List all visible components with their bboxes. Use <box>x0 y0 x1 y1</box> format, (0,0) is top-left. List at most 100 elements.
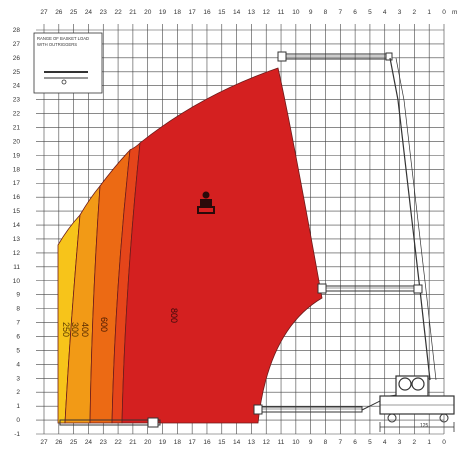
x-axis-label-top: 14 <box>233 9 241 16</box>
x-axis-label-bottom: 17 <box>189 439 197 446</box>
y-axis-label: 24 <box>13 83 21 90</box>
person-in-basket-icon <box>197 191 215 214</box>
y-axis-labels: 2827262524232221201918171615141312111098… <box>13 27 21 438</box>
y-axis-label: 10 <box>13 278 21 285</box>
x-axis-label-top: 26 <box>55 9 63 16</box>
load-zones <box>57 67 323 424</box>
legend-line-1: RANGE OF BASKET LOAD <box>37 36 89 41</box>
y-axis-label: 7 <box>16 320 20 327</box>
zone-labels: 250 300 400 600 800 <box>61 308 179 337</box>
x-axis-unit: m <box>452 9 457 16</box>
x-axis-label-top: 5 <box>368 9 372 16</box>
x-axis-label-bottom: 9 <box>309 439 313 446</box>
y-axis-label: 21 <box>13 125 21 132</box>
x-axis-label-top: 9 <box>309 9 313 16</box>
x-axis-label-bottom: 11 <box>278 439 285 446</box>
dimension-label: 125 <box>420 423 429 429</box>
x-axis-label-bottom: 5 <box>368 439 372 446</box>
boom-ground <box>59 417 161 428</box>
y-axis-label: 5 <box>16 347 20 354</box>
y-axis-label: 25 <box>13 69 21 76</box>
x-axis-label-top: 2 <box>413 9 417 16</box>
y-axis-label: 9 <box>16 292 20 299</box>
y-axis-label: 3 <box>16 375 20 382</box>
x-axis-label-top: 24 <box>85 9 93 16</box>
x-axis-label-top: 21 <box>129 9 137 16</box>
legend: RANGE OF BASKET LOAD WITH OUTRIGGERS <box>33 32 103 94</box>
x-axis-label-top: 10 <box>292 9 300 16</box>
x-axis-label-bottom: 13 <box>248 439 256 446</box>
x-axis-label-top: 27 <box>40 9 48 16</box>
x-axis-label-top: 25 <box>70 9 78 16</box>
x-axis-label-top: 17 <box>189 9 197 16</box>
x-axis-label-bottom: 20 <box>144 439 152 446</box>
x-axis-label-bottom: 22 <box>114 439 122 446</box>
vehicle-base <box>379 375 455 432</box>
x-axis-label-top: 15 <box>218 9 226 16</box>
x-axis-label-top: 6 <box>353 9 357 16</box>
boom-top <box>277 51 437 381</box>
x-axis-label-top: 23 <box>100 9 108 16</box>
x-axis-label-top: 19 <box>159 9 167 16</box>
y-axis-label: 16 <box>13 194 21 201</box>
x-axis-label-bottom: 0 <box>442 439 446 446</box>
x-axis-labels-top: 27 26 25 24 23 22 21 20 19 18 17 16 15 14 13 12 11 10 9 8 7 6… <box>40 9 457 16</box>
y-axis-label: 11 <box>13 264 20 271</box>
x-axis-label-bottom: 18 <box>174 439 182 446</box>
y-axis-label: 6 <box>16 333 20 340</box>
zone-label-600: 600 <box>99 317 109 332</box>
x-axis-label-bottom: 15 <box>218 439 226 446</box>
x-axis-label-bottom: 27 <box>40 439 48 446</box>
y-axis-label: 12 <box>13 250 21 257</box>
x-axis-label-bottom: 8 <box>324 439 328 446</box>
x-axis-label-bottom: 25 <box>70 439 78 446</box>
x-axis-label-bottom: 26 <box>55 439 63 446</box>
y-axis-label: 1 <box>16 403 20 410</box>
x-axis-label-top: 4 <box>383 9 387 16</box>
x-axis-labels-bottom: 27 26 25 24 23 22 21 20 19 18 17 16 15 14 13 12 11 10 9 8 7 6… <box>40 439 446 446</box>
boom-positions <box>59 51 455 432</box>
legend-line-2: WITH OUTRIGGERS <box>37 42 77 47</box>
x-axis-label-bottom: 2 <box>413 439 417 446</box>
x-axis-label-top: 22 <box>114 9 122 16</box>
x-axis-label-top: 12 <box>263 9 271 16</box>
y-axis-label: 18 <box>13 166 21 173</box>
x-axis-label-top: 0 <box>442 9 446 16</box>
zone-label-300: 300 <box>70 322 80 337</box>
zone-label-800: 800 <box>169 308 179 323</box>
y-axis-label: 26 <box>13 55 21 62</box>
y-axis-label: 15 <box>13 208 21 215</box>
x-axis-label-bottom: 21 <box>129 439 137 446</box>
y-axis-label: 22 <box>13 111 21 118</box>
x-axis-label-bottom: 19 <box>159 439 167 446</box>
legend-boom-symbol <box>44 71 88 85</box>
x-axis-label-bottom: 1 <box>427 439 431 446</box>
y-axis-label: 17 <box>13 180 21 187</box>
x-axis-label-top: 11 <box>278 9 285 16</box>
x-axis-label-bottom: 14 <box>233 439 241 446</box>
x-axis-label-bottom: 24 <box>85 439 93 446</box>
x-axis-label-bottom: 16 <box>203 439 211 446</box>
x-axis-label-top: 13 <box>248 9 256 16</box>
y-axis-label: 27 <box>13 41 21 48</box>
x-axis-label-top: 18 <box>174 9 182 16</box>
zone-800 <box>121 67 323 424</box>
zone-label-400: 400 <box>80 322 90 337</box>
y-axis-label: -1 <box>14 431 20 438</box>
y-axis-label: 23 <box>13 97 21 104</box>
y-axis-label: 8 <box>16 306 20 313</box>
y-axis-label: 20 <box>13 138 21 145</box>
x-axis-label-top: 16 <box>203 9 211 16</box>
x-axis-label-bottom: 10 <box>292 439 300 446</box>
x-axis-label-top: 8 <box>324 9 328 16</box>
legend-box <box>33 32 103 94</box>
y-axis-label: 14 <box>13 222 21 229</box>
x-axis-label-top: 7 <box>338 9 342 16</box>
x-axis-label-bottom: 12 <box>263 439 271 446</box>
y-axis-label: 4 <box>16 361 20 368</box>
y-axis-label: 19 <box>13 152 21 159</box>
x-axis-label-bottom: 6 <box>353 439 357 446</box>
x-axis-label-bottom: 4 <box>383 439 387 446</box>
